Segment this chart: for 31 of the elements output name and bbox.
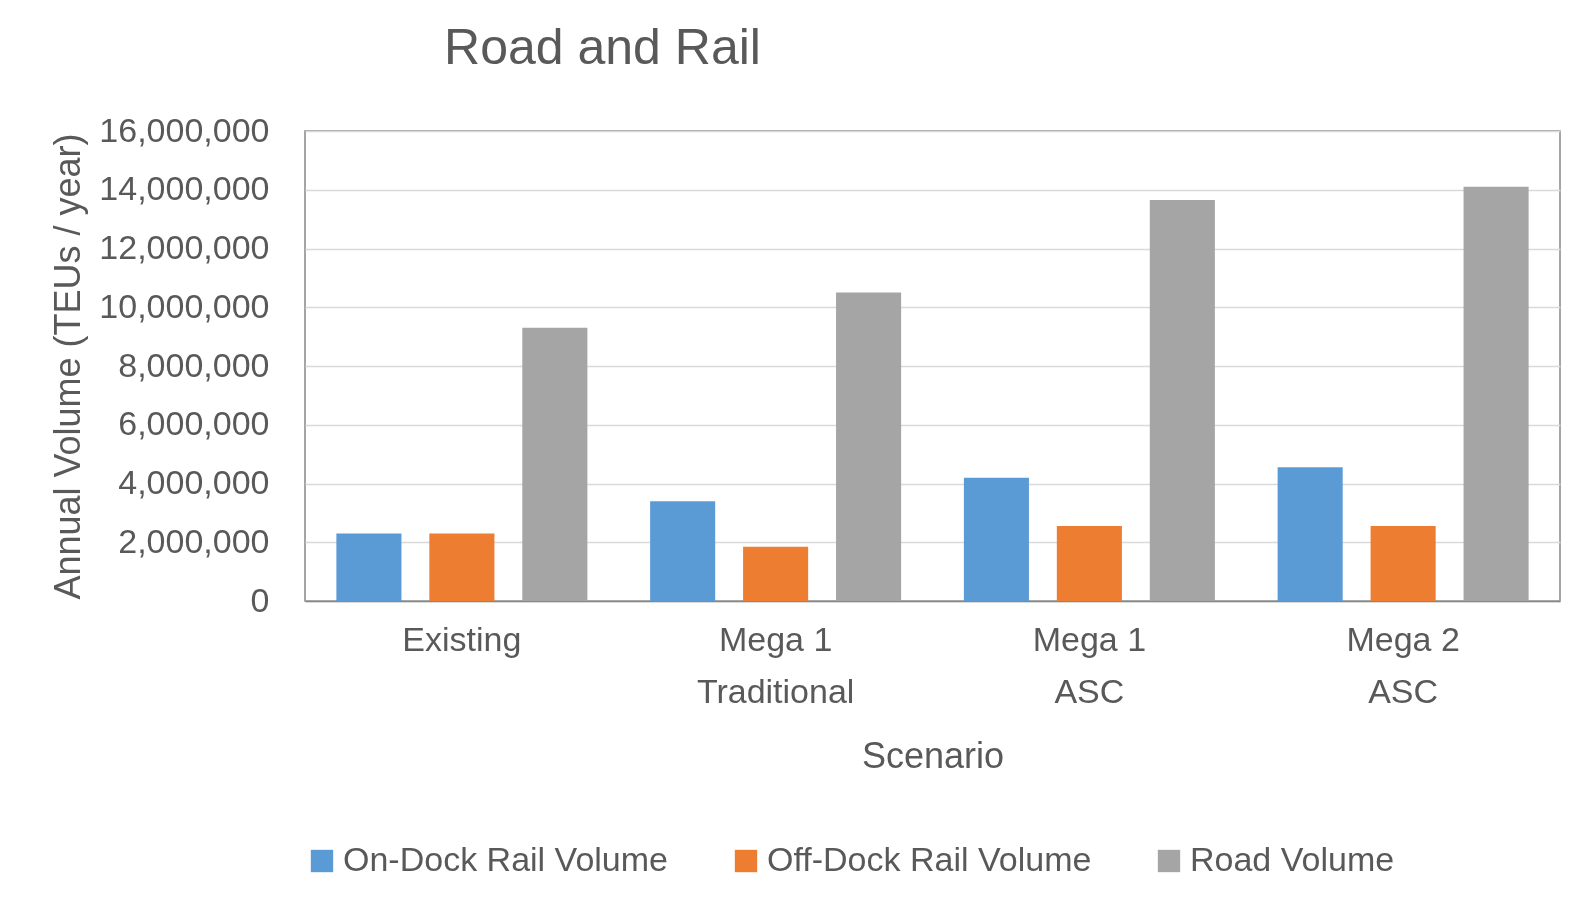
- bar: [1370, 526, 1436, 601]
- bar: [963, 477, 1029, 601]
- y-tick-label: 6,000,000: [118, 404, 270, 443]
- bar: [1463, 186, 1529, 601]
- y-tick-label: 12,000,000: [99, 228, 270, 266]
- legend-label: On-Dock Rail Volume: [343, 840, 669, 878]
- x-tick-label: Mega 2 ASC: [1346, 619, 1460, 710]
- bar: [1056, 526, 1122, 601]
- bar: [743, 546, 809, 601]
- bar: [650, 501, 716, 601]
- x-axis-title: Scenario: [861, 734, 1005, 776]
- bar: [429, 533, 495, 601]
- y-tick-label: 4,000,000: [118, 463, 270, 501]
- bar: [836, 292, 902, 601]
- x-tick-label: Mega 1 Traditional: [696, 619, 855, 710]
- chart-title: Road and Rail: [444, 19, 761, 75]
- bar: [522, 327, 588, 601]
- y-tick-label: 14,000,000: [99, 169, 270, 208]
- legend-label: Road Volume: [1190, 840, 1395, 878]
- y-tick-label: 2,000,000: [118, 521, 270, 560]
- x-tick-label: Mega 1 ASC: [1032, 619, 1147, 710]
- bar: [1149, 200, 1215, 601]
- y-tick-label: 8,000,000: [118, 345, 270, 384]
- x-tick-label: Existing: [402, 619, 522, 658]
- bar: [336, 533, 402, 601]
- bar: [1277, 467, 1343, 601]
- y-tick-label: 16,000,000: [99, 110, 270, 149]
- y-tick-label: 10,000,000: [99, 286, 270, 325]
- y-axis-title: Annual Volume (TEUs / year): [46, 133, 88, 600]
- y-tick-label: 0: [250, 580, 270, 619]
- legend-label: Off-Dock Rail Volume: [767, 840, 1092, 878]
